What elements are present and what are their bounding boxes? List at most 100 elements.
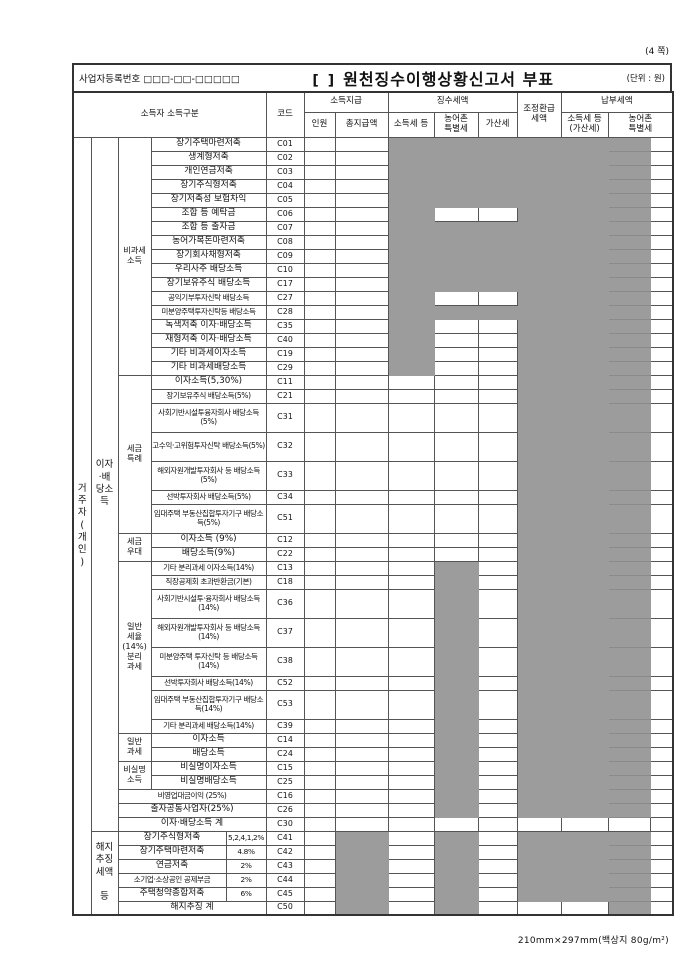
cell-C31-total-payment[interactable] [334,402,389,433]
cell-C11-person-count[interactable] [303,374,336,390]
cell-C38-person-count[interactable] [303,646,336,677]
cell-C21-total-payment[interactable] [334,388,389,404]
cell-C35-person-count[interactable] [303,318,336,334]
cell-C14-penalty-tax[interactable] [477,732,518,748]
cell-C01-person-count[interactable] [303,136,336,152]
cell-C16-income-tax[interactable] [387,788,435,804]
cell-C01-total-payment[interactable] [334,136,389,152]
cell-C12-income-tax[interactable] [387,532,435,548]
cell-C27-penalty-tax[interactable] [477,290,518,306]
cell-C18-total-payment[interactable] [334,574,389,590]
cell-C22-rural-tax[interactable] [433,546,479,562]
cell-C22-person-count[interactable] [303,546,336,562]
cell-C50-pay-income-tax[interactable] [560,900,609,916]
cell-C29-total-payment[interactable] [334,360,389,376]
cell-C37-total-payment[interactable] [334,617,389,648]
cell-C38-total-payment[interactable] [334,646,389,677]
cell-C25-income-tax[interactable] [387,774,435,790]
cell-C51-total-payment[interactable] [334,503,389,534]
cell-C06-rural-tax[interactable] [433,206,479,222]
cell-C11-income-tax[interactable] [387,374,435,390]
cell-C21-person-count[interactable] [303,388,336,404]
cell-C08-person-count[interactable] [303,234,336,250]
cell-C19-penalty-tax[interactable] [477,346,518,362]
cell-C02-person-count[interactable] [303,150,336,166]
cell-C18-income-tax[interactable] [387,574,435,590]
cell-C22-penalty-tax[interactable] [477,546,518,562]
cell-C03-person-count[interactable] [303,164,336,180]
cell-C41-income-tax[interactable] [387,830,435,846]
cell-C42-person-count[interactable] [303,844,336,860]
cell-C03-total-payment[interactable] [334,164,389,180]
cell-C43-income-tax[interactable] [387,858,435,874]
cell-C39-income-tax[interactable] [387,718,435,734]
cell-C26-penalty-tax[interactable] [477,802,518,818]
cell-C06-person-count[interactable] [303,206,336,222]
cell-C22-income-tax[interactable] [387,546,435,562]
cell-C50-penalty-tax[interactable] [477,900,518,916]
cell-C29-rural-tax[interactable] [433,360,479,376]
cell-C33-rural-tax[interactable] [433,460,479,491]
cell-C19-rural-tax[interactable] [433,346,479,362]
cell-C16-total-payment[interactable] [334,788,389,804]
cell-C05-person-count[interactable] [303,192,336,208]
cell-C15-person-count[interactable] [303,760,336,776]
cell-C42-income-tax[interactable] [387,844,435,860]
cell-C32-rural-tax[interactable] [433,431,479,462]
cell-C14-person-count[interactable] [303,732,336,748]
cell-C52-income-tax[interactable] [387,675,435,691]
cell-C13-total-payment[interactable] [334,560,389,576]
cell-C45-income-tax[interactable] [387,886,435,902]
cell-C33-penalty-tax[interactable] [477,460,518,491]
cell-C41-penalty-tax[interactable] [477,830,518,846]
cell-C11-rural-tax[interactable] [433,374,479,390]
cell-C34-penalty-tax[interactable] [477,489,518,505]
cell-C31-person-count[interactable] [303,402,336,433]
cell-C50-person-count[interactable] [303,900,336,916]
cell-C12-person-count[interactable] [303,532,336,548]
cell-C30-total-payment[interactable] [334,816,389,832]
cell-C17-total-payment[interactable] [334,276,389,292]
cell-C40-person-count[interactable] [303,332,336,348]
cell-C37-penalty-tax[interactable] [477,617,518,648]
cell-C44-income-tax[interactable] [387,872,435,888]
cell-C36-total-payment[interactable] [334,588,389,619]
cell-C32-total-payment[interactable] [334,431,389,462]
cell-C34-person-count[interactable] [303,489,336,505]
cell-C34-income-tax[interactable] [387,489,435,505]
cell-C37-income-tax[interactable] [387,617,435,648]
cell-C50-income-tax[interactable] [387,900,435,916]
cell-C39-person-count[interactable] [303,718,336,734]
cell-C30-income-tax[interactable] [387,816,435,832]
cell-C33-income-tax[interactable] [387,460,435,491]
cell-C32-penalty-tax[interactable] [477,431,518,462]
cell-C44-penalty-tax[interactable] [477,872,518,888]
cell-C29-penalty-tax[interactable] [477,360,518,376]
cell-C04-person-count[interactable] [303,178,336,194]
cell-C12-rural-tax[interactable] [433,532,479,548]
cell-C07-person-count[interactable] [303,220,336,236]
cell-C12-penalty-tax[interactable] [477,532,518,548]
cell-C40-rural-tax[interactable] [433,332,479,348]
cell-C11-total-payment[interactable] [334,374,389,390]
cell-C25-person-count[interactable] [303,774,336,790]
cell-C08-total-payment[interactable] [334,234,389,250]
cell-C35-total-payment[interactable] [334,318,389,334]
cell-C22-total-payment[interactable] [334,546,389,562]
cell-C30-adjust-refund[interactable] [516,816,562,832]
cell-C39-total-payment[interactable] [334,718,389,734]
cell-C30-pay-income-tax[interactable] [560,816,609,832]
cell-C24-person-count[interactable] [303,746,336,762]
cell-C19-total-payment[interactable] [334,346,389,362]
cell-C31-rural-tax[interactable] [433,402,479,433]
cell-C21-income-tax[interactable] [387,388,435,404]
cell-C38-income-tax[interactable] [387,646,435,677]
cell-C51-income-tax[interactable] [387,503,435,534]
cell-C38-penalty-tax[interactable] [477,646,518,677]
cell-C09-total-payment[interactable] [334,248,389,264]
cell-C17-person-count[interactable] [303,276,336,292]
cell-C53-total-payment[interactable] [334,689,389,720]
cell-C45-penalty-tax[interactable] [477,886,518,902]
cell-C06-total-payment[interactable] [334,206,389,222]
cell-C11-penalty-tax[interactable] [477,374,518,390]
